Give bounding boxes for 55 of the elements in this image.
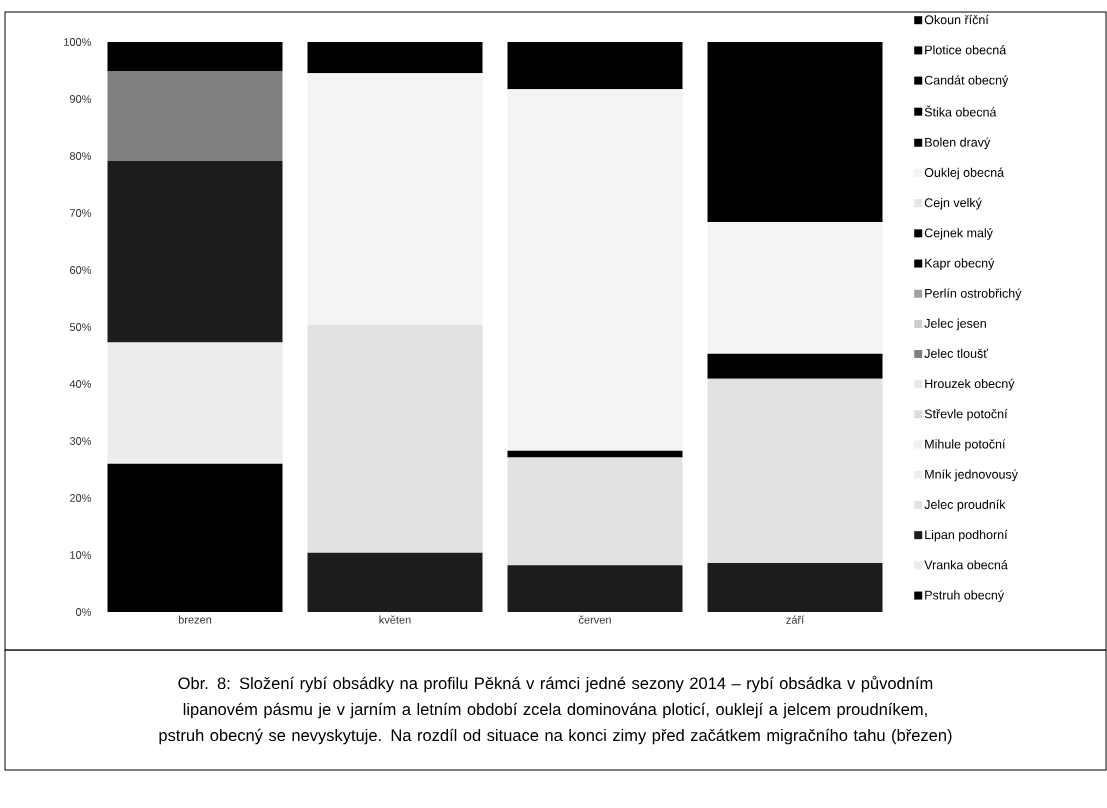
- x-tick-label: květen: [379, 615, 411, 624]
- legend-label: Perlín ostrobřichý: [925, 288, 1022, 301]
- bar: [707, 562, 883, 612]
- bar: [107, 71, 283, 162]
- legend-label: Lipan podhorní: [925, 529, 1008, 542]
- y-tick-label: 90%: [69, 95, 92, 103]
- y-tick-label: 0%: [75, 608, 92, 616]
- y-tick-label: 20%: [70, 494, 92, 502]
- legend-label: Plotice obecná: [925, 45, 1007, 55]
- x-tick-label: červen: [578, 615, 611, 624]
- bar: [307, 552, 483, 612]
- legend-label: Okoun říční: [924, 14, 989, 25]
- y-tick-label: 100%: [64, 38, 92, 46]
- legend-label: Střevle potoční: [924, 408, 1008, 421]
- legend-label: Štika obecná: [924, 105, 997, 117]
- bar: [707, 378, 883, 563]
- legend-label: Jelec jesen: [924, 318, 986, 331]
- y-tick-label: 80%: [69, 152, 92, 160]
- bar: [307, 41, 483, 74]
- y-tick-label: 60%: [70, 266, 92, 274]
- y-tick-label: 50%: [69, 323, 92, 331]
- legend-label: Mihule potoční: [925, 439, 1006, 451]
- bar: [507, 457, 683, 566]
- bar: [107, 463, 283, 612]
- text: Obr. 8: Složení rybí obsádky na profilu Pěkná v rámci jedné sezony 2014 – rybí obsádka v původním lipanovém pásmu je v jarním a letním období zcela dominována ploticí, ouklejí a jelcem proudníkem, pstruh obecný se nevyskytuje. Na rozdíl od situace na konci zimy před začátkem migračního tahu (březen): [159, 675, 952, 745]
- bar: [507, 450, 683, 458]
- bar: [107, 342, 283, 464]
- legend-label: Ouklej obecná: [924, 167, 1005, 180]
- x-tick-label: září: [786, 615, 805, 624]
- bar: [507, 565, 683, 612]
- bar: [307, 324, 483, 553]
- y-tick-label: 10%: [70, 551, 92, 559]
- legend-label: Bolen dravý: [925, 137, 991, 150]
- bar: [707, 353, 883, 379]
- bar: [307, 73, 483, 325]
- legend-label: Pstruh obecný: [925, 590, 1005, 602]
- legend-label: Cejn velký: [924, 197, 982, 210]
- y-tick-label: 30%: [69, 437, 92, 445]
- legend-label: Cejnek malý: [924, 228, 993, 240]
- bar: [107, 41, 283, 72]
- legend-label: Jelec proudník: [924, 499, 1006, 512]
- x-tick-label: brezen: [178, 615, 212, 624]
- bar: [707, 41, 883, 223]
- y-tick-label: 70%: [70, 209, 92, 217]
- legend-label: Candát obecný: [924, 75, 1009, 88]
- legend-label: Jelec tloušť: [924, 348, 989, 358]
- y-tick-label: 40%: [69, 380, 92, 388]
- bar: [107, 161, 283, 343]
- bar: [507, 41, 683, 90]
- legend-label: Mník jednovousý: [925, 469, 1018, 482]
- legend-label: Hrouzek obecný: [925, 378, 1015, 391]
- legend-label: Kapr obecný: [925, 258, 995, 270]
- bar: [707, 222, 883, 354]
- legend-label: Vranka obecná: [924, 559, 1008, 570]
- bar: [507, 89, 683, 451]
